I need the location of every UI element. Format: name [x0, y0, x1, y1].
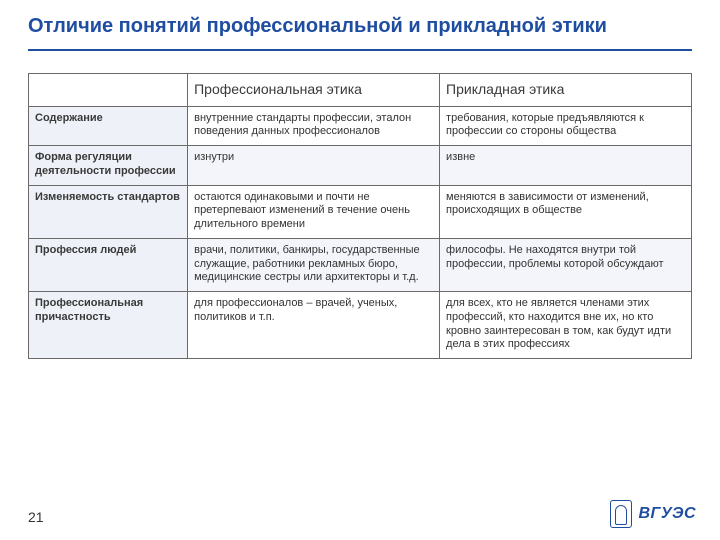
row-label: Профессия людей [29, 238, 188, 291]
row-label: Изменяемость стандартов [29, 185, 188, 238]
table-row: Профессиональная причастность для профес… [29, 292, 692, 359]
cell: остаются одинаковыми и почти не претерпе… [188, 185, 440, 238]
cell: врачи, политики, банкиры, государственны… [188, 238, 440, 291]
logo-text: ВГУЭС [638, 505, 696, 523]
table-row: Содержание внутренние стандарты професси… [29, 106, 692, 146]
col-header-1: Профессиональная этика [188, 74, 440, 107]
col-header-2: Прикладная этика [440, 74, 692, 107]
page-number: 21 [28, 510, 42, 524]
cell: меняются в зависимости от изменений, про… [440, 185, 692, 238]
row-label: Содержание [29, 106, 188, 146]
comparison-table: Профессиональная этика Прикладная этика … [28, 73, 692, 359]
row-label: Форма регуляции деятельности профессии [29, 146, 188, 186]
cell: извне [440, 146, 692, 186]
table-row: Профессия людей врачи, политики, банкиры… [29, 238, 692, 291]
row-label: Профессиональная причастность [29, 292, 188, 359]
cell: требования, которые предъявляются к проф… [440, 106, 692, 146]
cell: для профессионалов – врачей, ученых, пол… [188, 292, 440, 359]
logo-icon [610, 500, 632, 528]
page-title: Отличие понятий профессиональной и прикл… [0, 0, 720, 45]
cell: изнутри [188, 146, 440, 186]
cell: для всех, кто не является членами этих п… [440, 292, 692, 359]
table-row: Изменяемость стандартов остаются одинако… [29, 185, 692, 238]
table-corner [29, 74, 188, 107]
footer-logo: ВГУЭС [610, 500, 696, 528]
cell: философы. Не находятся внутри той профес… [440, 238, 692, 291]
comparison-table-wrap: Профессиональная этика Прикладная этика … [0, 51, 720, 359]
cell: внутренние стандарты профессии, эталон п… [188, 106, 440, 146]
table-row: Форма регуляции деятельности профессии и… [29, 146, 692, 186]
